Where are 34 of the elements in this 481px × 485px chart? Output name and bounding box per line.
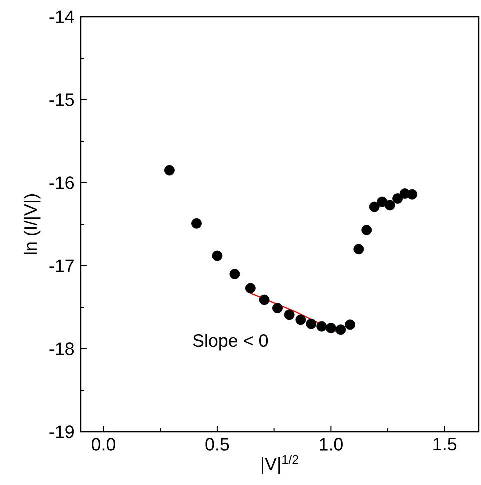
point bbox=[212, 250, 223, 262]
point bbox=[230, 269, 240, 280]
point bbox=[259, 294, 270, 306]
point bbox=[296, 314, 306, 326]
x-axis-title: |V|$^{1/2}$ bbox=[262, 455, 298, 474]
point bbox=[336, 324, 346, 336]
point bbox=[164, 165, 175, 176]
point bbox=[362, 225, 372, 236]
point bbox=[326, 323, 336, 334]
point bbox=[377, 196, 388, 208]
y-tick-label: -16 bbox=[50, 176, 74, 190]
point bbox=[272, 303, 283, 314]
x-tick-label: 0.5 bbox=[206, 438, 230, 451]
annotation: Slope < 0 bbox=[193, 334, 268, 351]
point bbox=[392, 194, 404, 204]
point bbox=[245, 283, 256, 294]
y-tick-label: -14 bbox=[50, 10, 74, 24]
y-tick-label: -17 bbox=[50, 260, 74, 272]
point bbox=[407, 189, 418, 200]
y-tick-label: -19 bbox=[50, 426, 74, 438]
y-tick-label: -18 bbox=[50, 342, 74, 356]
point bbox=[284, 310, 295, 320]
point bbox=[192, 218, 202, 229]
y-tick-label: -15 bbox=[50, 94, 74, 106]
x-tick-label: 1.5 bbox=[434, 438, 457, 451]
point bbox=[316, 321, 328, 332]
point bbox=[345, 320, 356, 330]
point bbox=[384, 200, 396, 211]
x-tick-label: 1.0 bbox=[320, 438, 343, 451]
y-axis-title: ln (I/|V|) bbox=[24, 194, 41, 254]
point bbox=[354, 244, 364, 255]
point bbox=[369, 202, 380, 212]
x-tick-label: 0.0 bbox=[92, 438, 116, 451]
point bbox=[306, 318, 317, 330]
